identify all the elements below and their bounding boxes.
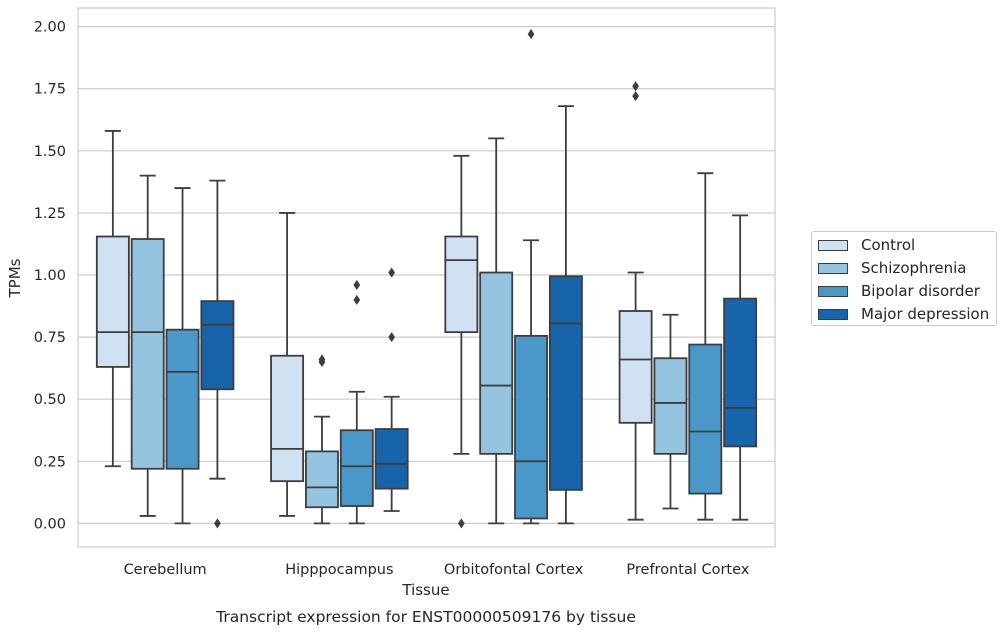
x-tick-labels: Cerebellum Hipppocampus Orbitofontal Corte… — [124, 562, 750, 578]
outlier-marker — [632, 81, 639, 92]
box-0-3 — [618, 81, 653, 521]
legend-item: Schizophrenia — [818, 259, 966, 277]
outlier-marker — [214, 518, 221, 529]
box-1-1 — [305, 354, 339, 525]
x-axis-label: Tissue — [401, 581, 449, 599]
box — [723, 297, 758, 448]
legend-swatch — [818, 308, 848, 320]
box — [270, 354, 305, 483]
box-2-2 — [514, 29, 548, 525]
plot-area-frame — [77, 7, 776, 548]
outlier-marker — [318, 354, 326, 365]
box-0-2 — [444, 154, 479, 529]
legend-label: Control — [861, 236, 916, 254]
x-tick-label: Prefrontal Cortex — [626, 562, 749, 578]
box — [688, 343, 723, 495]
outlier-marker — [388, 332, 396, 343]
y-axis-label: TPMs — [6, 258, 24, 298]
box-2-1 — [339, 279, 374, 525]
box — [305, 450, 339, 509]
y-tick-label: 1.50 — [34, 144, 66, 160]
outlier-marker — [353, 279, 361, 290]
box — [130, 238, 165, 470]
outlier-marker — [388, 267, 396, 278]
outlier-marker — [457, 518, 465, 529]
legend-swatch — [818, 285, 848, 297]
box — [374, 428, 409, 490]
box-1-0 — [130, 174, 165, 517]
y-tick-label: 0.25 — [34, 454, 66, 470]
box-1-2 — [479, 137, 514, 525]
box — [339, 429, 374, 507]
x-tick-label: Hipppocampus — [285, 562, 393, 578]
y-tick-label: 1.25 — [34, 206, 66, 222]
legend-item: Control — [818, 236, 915, 254]
box — [165, 328, 200, 470]
box — [514, 334, 548, 520]
box-3-1 — [374, 267, 409, 512]
legend: Control Schizophrenia Bipolar disorder Majo… — [811, 231, 997, 326]
box-3-2 — [548, 105, 583, 525]
y-tick-label: 0.75 — [34, 330, 66, 346]
legend-swatch — [818, 262, 848, 274]
y-tick-label: 0.50 — [34, 392, 66, 408]
legend-label: Bipolar disorder — [861, 282, 980, 300]
box-0-0 — [95, 130, 130, 468]
x-tick-label: Cerebellum — [124, 562, 207, 578]
x-tick-label: Orbitofontal Cortex — [444, 562, 584, 578]
y-tick-labels: 0.00 0.25 0.50 0.75 1.00 1.25 1.50 1.75 2.00 — [34, 20, 66, 533]
box-series-group — [95, 29, 758, 529]
box-3-0 — [200, 179, 235, 529]
y-tick-label: 1.75 — [34, 82, 66, 98]
box — [548, 275, 583, 491]
box — [479, 271, 514, 455]
legend-item: Bipolar disorder — [818, 282, 980, 300]
y-tick-label: 0.00 — [34, 516, 66, 532]
legend-label: Schizophrenia — [861, 259, 967, 277]
y-tick-label: 2.00 — [34, 20, 66, 36]
box — [653, 357, 688, 455]
legend-label: Major depression — [861, 305, 990, 323]
box — [618, 310, 653, 424]
outlier-marker — [527, 29, 535, 40]
box-0-1 — [270, 212, 305, 517]
outlier-marker — [632, 91, 639, 102]
box-1-3 — [653, 313, 688, 510]
legend-swatch — [818, 239, 848, 251]
legend-item: Major depression — [818, 305, 989, 323]
box — [95, 235, 130, 368]
y-tick-label: 1.00 — [34, 268, 66, 284]
box-3-3 — [723, 214, 758, 521]
chart-title: Transcript expression for ENST0000050917… — [215, 608, 636, 626]
outlier-marker — [353, 294, 361, 305]
box — [200, 300, 235, 391]
box-2-3 — [688, 172, 723, 521]
box-2-0 — [165, 187, 200, 525]
box — [444, 235, 479, 334]
